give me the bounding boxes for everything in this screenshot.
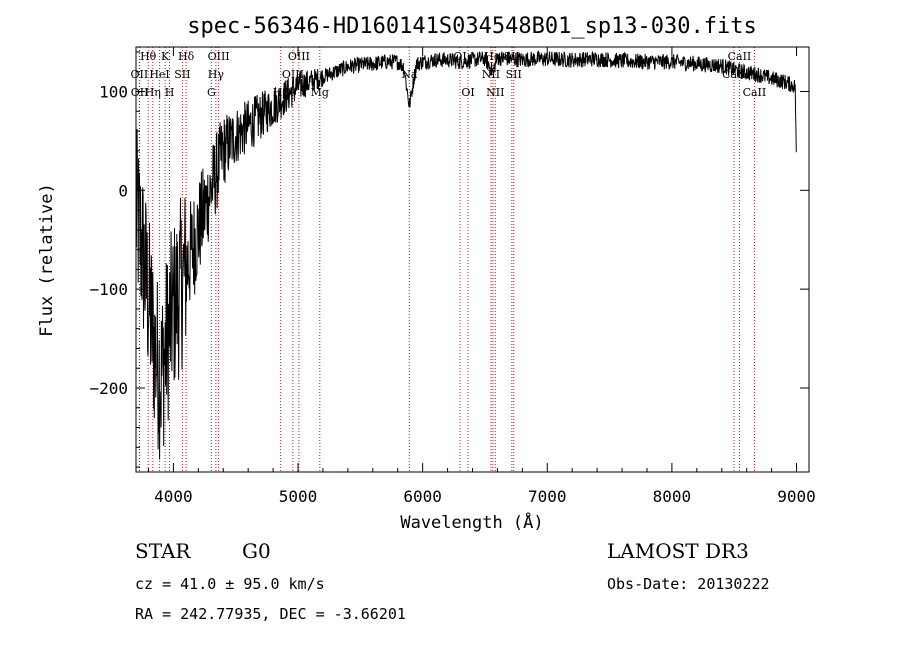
spectral-line-label: SII [174,68,190,81]
spectral-line-label: OIII [282,68,304,81]
x-tick-label: 4000 [154,487,193,506]
spectral-line-label: K [161,50,170,63]
spectral-line-label: CaII [743,86,767,99]
spectral-line-markers [138,47,755,472]
spectral-line-label: Hθ [140,50,157,63]
spectral-line-label: CaII [728,50,752,63]
spectral-line-label: Mg [311,86,329,99]
observation-date: Obs-Date: 20130222 [607,575,770,593]
spectral-line-label: SII [506,68,522,81]
spectral-line-label: OII [131,86,149,99]
spectral-line-label: Hγ [208,68,225,81]
spectral-line-label: Hα [484,50,502,63]
y-tick-label: 100 [99,82,128,101]
x-axis-label: Wavelength (Å) [400,511,543,533]
coordinates-readout: RA = 242.77935, DEC = -3.66201 [135,605,406,623]
x-tick-label: 6000 [403,487,442,506]
spectral-line-label: OIII [288,50,310,63]
y-tick-label: 0 [118,181,128,200]
y-tick-label: −100 [89,280,128,299]
x-axis-ticks: 4000 5000 6000 7000 8000 9000 [147,47,816,506]
spectral-line-label: NII [486,86,504,99]
spectral-line-label: OI [461,86,474,99]
plot-frame [135,46,810,473]
object-subclass: G0 [242,539,271,563]
x-tick-label: 7000 [528,487,567,506]
spectral-line-label: OIII [208,50,230,63]
survey-name: LAMOST DR3 [607,539,749,563]
spectral-line-label: OII [131,68,149,81]
object-class: STAR [135,539,191,563]
spectrum-line [135,50,797,460]
x-tick-label: 8000 [653,487,692,506]
redshift-readout: cz = 41.0 ± 95.0 km/s [135,575,325,593]
x-tick-label: 5000 [279,487,318,506]
spectral-line-label: Hη [145,86,161,99]
chart-title: spec-56346-HD160141S034548B01_sp13-030.f… [187,14,757,39]
spectral-line-label: HeI [149,68,169,81]
x-tick-label: 9000 [777,487,816,506]
spectral-line-label: H [165,86,175,99]
y-axis-ticks: −200 −100 0 100 [89,51,809,468]
y-tick-label: −200 [89,379,128,398]
y-axis-label: Flux (relative) [37,183,57,337]
spectral-line-label: G [207,86,216,99]
spectral-line-label: Hδ [178,50,195,63]
